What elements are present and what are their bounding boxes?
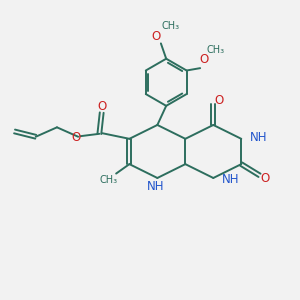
Text: O: O	[97, 100, 106, 112]
Text: O: O	[71, 131, 80, 144]
Text: CH₃: CH₃	[161, 21, 179, 31]
Text: NH: NH	[250, 130, 267, 143]
Text: O: O	[199, 53, 208, 66]
Text: O: O	[152, 30, 161, 44]
Text: NH: NH	[222, 173, 239, 186]
Text: NH: NH	[147, 180, 165, 193]
Text: O: O	[261, 172, 270, 185]
Text: CH₃: CH₃	[207, 45, 225, 55]
Text: O: O	[214, 94, 223, 107]
Text: CH₃: CH₃	[99, 175, 117, 185]
